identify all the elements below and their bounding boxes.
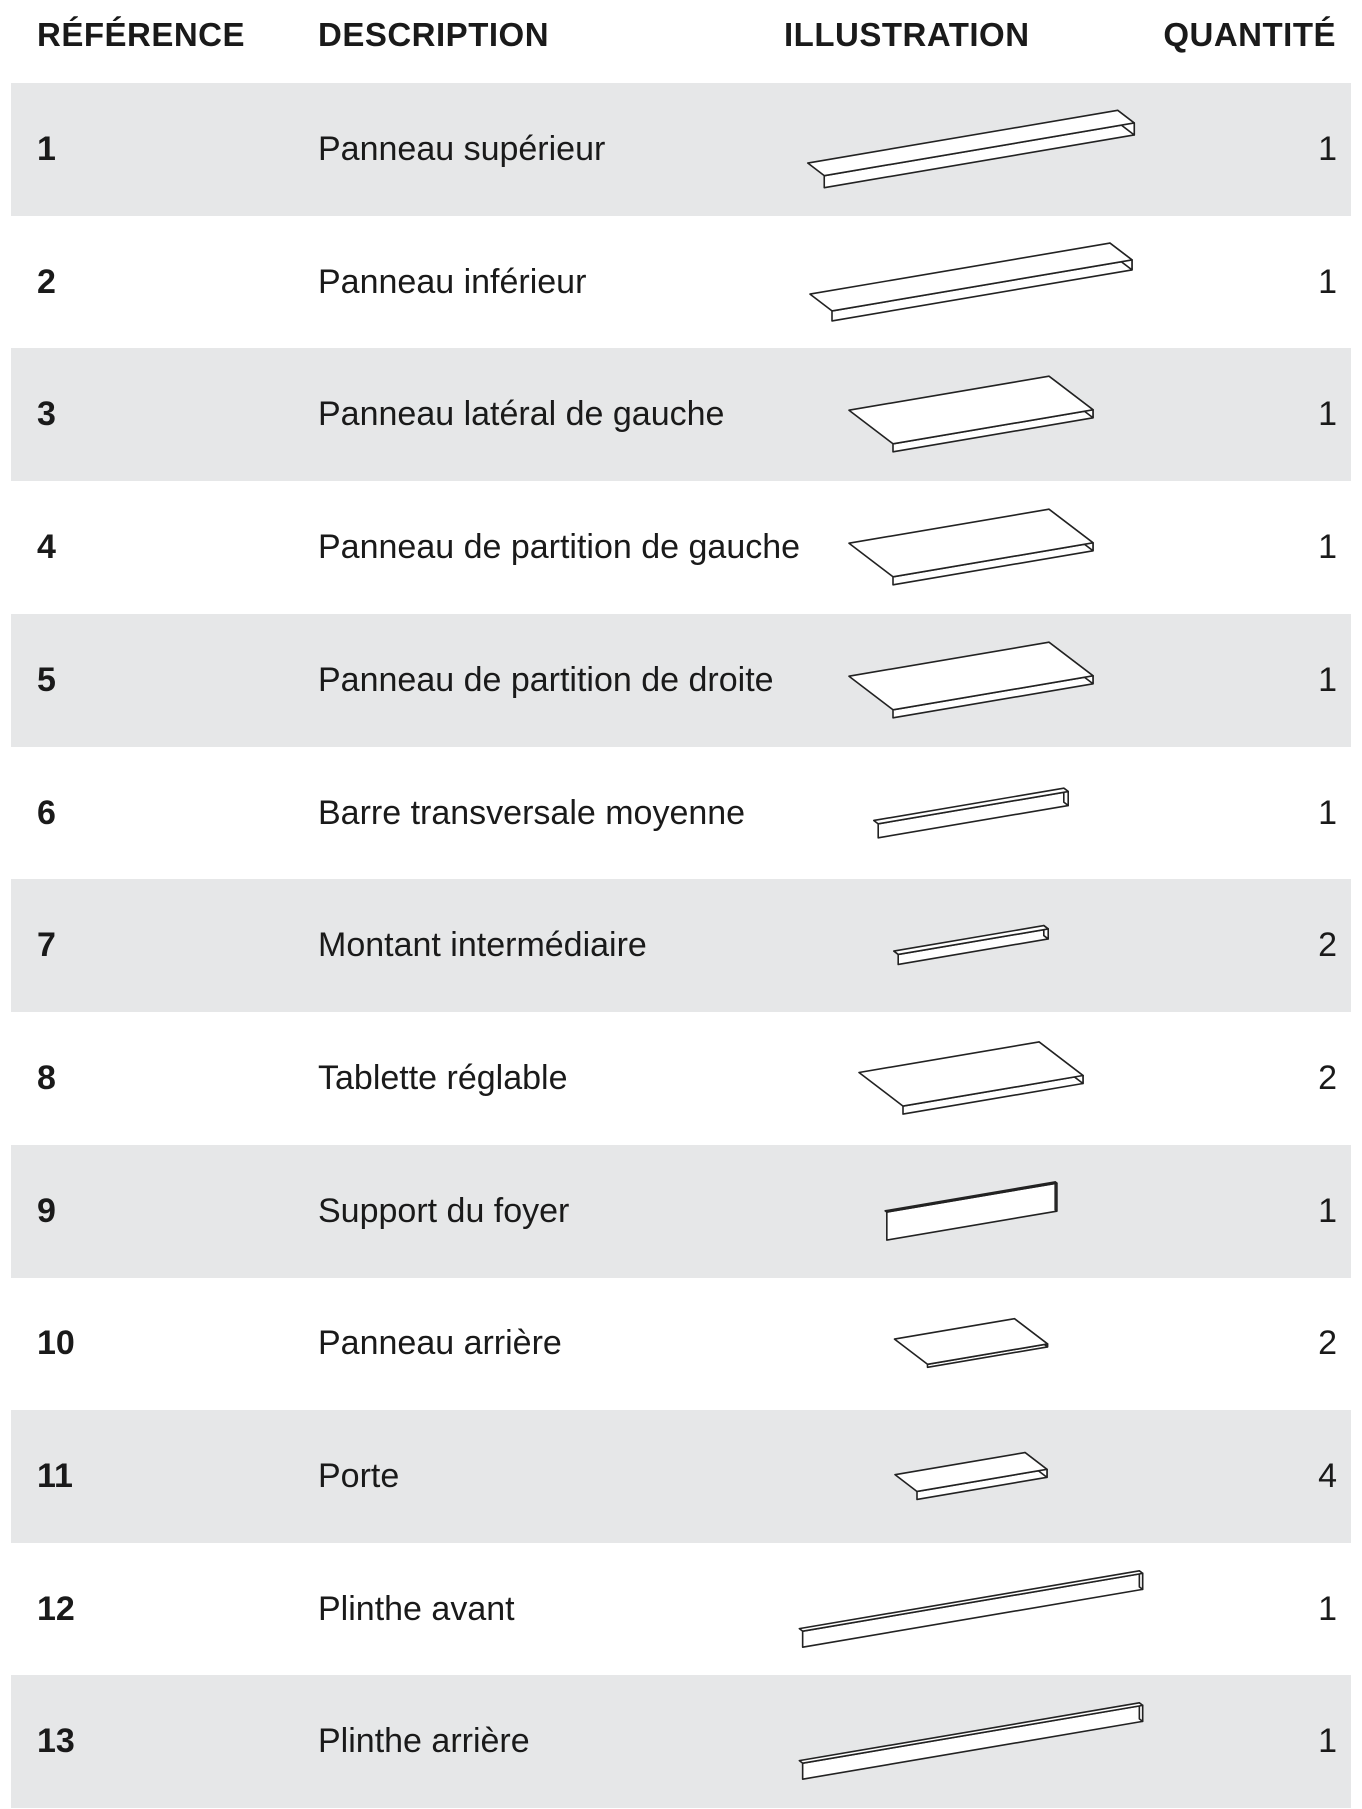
description: Panneau arrière xyxy=(318,1324,562,1363)
quantity: 1 xyxy=(1318,793,1337,832)
description: Montant intermédiaire xyxy=(318,926,647,965)
header-cell: RÉFÉRENCE xyxy=(37,16,246,53)
quantity: 1 xyxy=(1318,1191,1337,1230)
illustration xyxy=(806,109,1136,189)
table-row: 10 Panneau arrière 2 xyxy=(11,1277,1351,1410)
part-face xyxy=(873,786,1070,825)
quantity: 1 xyxy=(1318,528,1337,567)
header-cell: QUANTITÉ xyxy=(1163,16,1336,53)
illustration xyxy=(809,241,1133,322)
description: Panneau de partition de droite xyxy=(318,660,774,699)
part-face xyxy=(884,1180,1058,1213)
quantity: 1 xyxy=(1318,1722,1337,1761)
description: Panneau latéral de gauche xyxy=(318,395,725,434)
quantity: 1 xyxy=(1318,262,1337,301)
illustration xyxy=(858,1040,1084,1115)
description: Tablette réglable xyxy=(318,1058,568,1097)
table-row: 8 Tablette réglable 2 xyxy=(11,1012,1351,1145)
part-face xyxy=(858,1040,1084,1107)
illustration xyxy=(848,375,1094,453)
illustration xyxy=(873,786,1070,839)
table-row: 1 Panneau supérieur 1 xyxy=(11,83,1351,216)
part-face xyxy=(806,109,1136,177)
reference: 12 xyxy=(37,1589,75,1628)
table-row: 2 Panneau inférieur 1 xyxy=(11,216,1351,349)
part-face xyxy=(848,508,1094,578)
part-face xyxy=(848,375,1094,445)
reference: 6 xyxy=(37,793,56,832)
table-row: 6 Barre transversale moyenne 1 xyxy=(11,747,1351,880)
table-row: 3 Panneau latéral de gauche 1 xyxy=(11,348,1351,482)
quantity: 2 xyxy=(1318,1324,1337,1363)
description: Panneau inférieur xyxy=(318,262,587,301)
quantity: 4 xyxy=(1318,1457,1337,1495)
table-header: RÉFÉRENCE DESCRIPTION ILLUSTRATION QUANT… xyxy=(0,0,1362,83)
illustration xyxy=(894,1451,1048,1501)
table-row: 13 Plinthe arrière 1 xyxy=(11,1675,1351,1809)
header-cell: ILLUSTRATION xyxy=(784,16,1030,53)
part-face xyxy=(848,641,1094,711)
part-edge xyxy=(801,1704,1144,1781)
quantity: 1 xyxy=(1318,395,1337,434)
part-face xyxy=(893,1318,1049,1366)
header-cell: DESCRIPTION xyxy=(318,16,550,53)
quantity: 2 xyxy=(1318,1058,1337,1097)
quantity: 1 xyxy=(1318,130,1337,168)
table-row: 11 Porte 4 xyxy=(11,1410,1351,1543)
quantity: 1 xyxy=(1318,660,1337,699)
reference: 3 xyxy=(37,395,56,434)
illustration xyxy=(893,1318,1049,1369)
illustration xyxy=(798,1569,1144,1648)
illustration xyxy=(798,1702,1144,1781)
reference: 9 xyxy=(37,1191,56,1230)
part-face xyxy=(809,241,1133,312)
illustration xyxy=(893,924,1050,966)
table-row: 5 Panneau de partition de droite 1 xyxy=(11,613,1351,747)
table-row: 7 Montant intermédiaire 2 xyxy=(11,879,1351,1013)
part-face xyxy=(893,924,1050,956)
description: Panneau de partition de gauche xyxy=(318,528,801,567)
reference: 10 xyxy=(37,1324,75,1363)
part-edge xyxy=(1054,1180,1058,1212)
quantity: 1 xyxy=(1318,1589,1337,1628)
description: Panneau supérieur xyxy=(318,130,606,168)
illustration xyxy=(848,641,1094,719)
reference: 11 xyxy=(37,1457,73,1495)
reference: 1 xyxy=(37,130,56,168)
table-row: 9 Support du foyer 1 xyxy=(11,1144,1351,1278)
description: Plinthe avant xyxy=(318,1589,515,1628)
description: Porte xyxy=(318,1457,400,1495)
reference: 2 xyxy=(37,262,56,301)
illustration xyxy=(884,1180,1058,1241)
table-row: 12 Plinthe avant 1 xyxy=(11,1543,1351,1676)
reference: 8 xyxy=(37,1058,56,1097)
reference: 5 xyxy=(37,660,56,699)
part-edge xyxy=(801,1572,1144,1648)
reference: 13 xyxy=(37,1722,75,1761)
reference: 4 xyxy=(37,528,56,567)
description: Barre transversale moyenne xyxy=(318,793,746,832)
part-face xyxy=(894,1451,1048,1493)
description: Support du foyer xyxy=(318,1191,570,1230)
description: Plinthe arrière xyxy=(318,1722,530,1761)
table-row: 4 Panneau de partition de gauche 1 xyxy=(11,481,1351,614)
quantity: 2 xyxy=(1318,926,1337,965)
part-edge xyxy=(886,1181,1058,1241)
part-face xyxy=(798,1569,1144,1632)
illustration xyxy=(848,508,1094,586)
reference: 7 xyxy=(37,926,56,965)
part-face xyxy=(798,1702,1144,1765)
